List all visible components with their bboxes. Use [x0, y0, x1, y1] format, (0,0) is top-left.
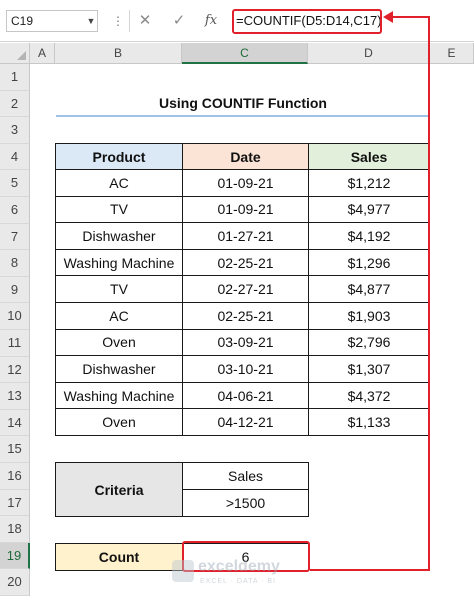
enter-icon[interactable]: ✓ — [172, 12, 186, 29]
cell-product[interactable]: Dishwasher — [55, 222, 183, 250]
cell-date[interactable]: 04-12-21 — [182, 408, 309, 436]
cell-product[interactable]: AC — [55, 169, 183, 197]
criteria-value[interactable]: >1500 — [182, 489, 309, 517]
name-box[interactable]: C19 — [6, 10, 98, 32]
cell-date[interactable]: 03-09-21 — [182, 328, 309, 357]
count-label[interactable]: Count — [55, 543, 183, 571]
cell-product[interactable]: TV — [55, 275, 183, 303]
row-header-19[interactable]: 19 — [0, 542, 30, 570]
row-header-11[interactable]: 11 — [0, 330, 30, 357]
cell-date[interactable]: 04-06-21 — [182, 381, 309, 410]
exceldemy-logo-icon — [172, 560, 194, 582]
cell-product[interactable]: AC — [55, 302, 183, 330]
cancel-icon[interactable]: ✕ — [138, 12, 152, 29]
row-header-10[interactable]: 10 — [0, 303, 30, 330]
more-options-icon[interactable]: ⋮ — [112, 14, 124, 28]
cell-product[interactable]: TV — [55, 195, 183, 224]
cell-date[interactable]: 02-27-21 — [182, 275, 309, 303]
cell-sales[interactable]: $1,307 — [308, 355, 430, 383]
arrow-line-top — [392, 16, 430, 18]
cell-sales[interactable]: $1,212 — [308, 169, 430, 197]
row-header-8[interactable]: 8 — [0, 250, 30, 277]
cell-sales[interactable]: $4,977 — [308, 195, 430, 224]
sheet-title: Using COUNTIF Function — [159, 95, 327, 111]
header-product[interactable]: Product — [55, 143, 183, 170]
cell-sales[interactable]: $4,372 — [308, 381, 430, 410]
result-highlight-box — [182, 541, 310, 572]
row-header-17[interactable]: 17 — [0, 489, 30, 517]
cell-sales[interactable]: $1,296 — [308, 248, 430, 277]
cell-product[interactable]: Dishwasher — [55, 355, 183, 383]
cell-date[interactable]: 03-10-21 — [182, 355, 309, 383]
formula-bar-divider — [129, 10, 130, 32]
row-header-12[interactable]: 12 — [0, 356, 30, 384]
select-all-corner[interactable] — [0, 43, 30, 64]
cell-sales[interactable]: $1,903 — [308, 302, 430, 330]
criteria-label[interactable]: Criteria — [55, 462, 183, 517]
row-header-2[interactable]: 2 — [0, 90, 30, 118]
cell-date[interactable]: 01-27-21 — [182, 222, 309, 250]
cell-product[interactable]: Oven — [55, 408, 183, 436]
row-header-1[interactable]: 1 — [0, 64, 30, 91]
criteria-field[interactable]: Sales — [182, 462, 309, 490]
row-header-7[interactable]: 7 — [0, 223, 30, 251]
arrow-head-icon — [383, 11, 393, 23]
cell-product[interactable]: Washing Machine — [55, 248, 183, 277]
row-header-4[interactable]: 4 — [0, 143, 30, 171]
header-sales[interactable]: Sales — [308, 143, 430, 170]
column-header-e[interactable]: E — [430, 43, 474, 64]
row-header-3[interactable]: 3 — [0, 117, 30, 144]
cell-product[interactable]: Oven — [55, 328, 183, 357]
arrow-line-vertical — [428, 16, 430, 571]
row-header-6[interactable]: 6 — [0, 197, 30, 224]
title-underline — [56, 115, 430, 117]
row-header-20[interactable]: 20 — [0, 569, 30, 596]
cell-sales[interactable]: $2,796 — [308, 328, 430, 357]
column-header-c[interactable]: C — [182, 43, 308, 64]
cell-date[interactable]: 02-25-21 — [182, 302, 309, 330]
insert-function-icon[interactable]: fx — [204, 13, 218, 28]
column-header-b[interactable]: B — [55, 43, 182, 64]
row-header-5[interactable]: 5 — [0, 170, 30, 197]
watermark-name: exceldemy — [198, 558, 280, 575]
formula-input[interactable]: =COUNTIF(D5:D14,C17) — [236, 13, 382, 28]
watermark-tagline: EXCEL · DATA · BI — [200, 578, 276, 585]
cell-date[interactable]: 02-25-21 — [182, 248, 309, 277]
column-header-d[interactable]: D — [308, 43, 430, 64]
row-header-15[interactable]: 15 — [0, 436, 30, 463]
cell-date[interactable]: 01-09-21 — [182, 169, 309, 197]
row-header-14[interactable]: 14 — [0, 409, 30, 437]
row-header-9[interactable]: 9 — [0, 276, 30, 304]
cell-sales[interactable]: $1,133 — [308, 408, 430, 436]
row-header-13[interactable]: 13 — [0, 383, 30, 410]
cell-product[interactable]: Washing Machine — [55, 381, 183, 410]
row-header-18[interactable]: 18 — [0, 516, 30, 543]
arrow-line-bottom — [310, 569, 430, 571]
cell-date[interactable]: 01-09-21 — [182, 195, 309, 224]
chevron-down-icon[interactable]: ▼ — [86, 16, 96, 26]
watermark-logo: exceldemy EXCEL · DATA · BI — [172, 558, 322, 594]
cell-sales[interactable]: $4,192 — [308, 222, 430, 250]
cell-sales[interactable]: $4,877 — [308, 275, 430, 303]
column-header-a[interactable]: A — [30, 43, 55, 64]
formula-highlight-box — [232, 9, 382, 34]
row-header-16[interactable]: 16 — [0, 463, 30, 490]
header-date[interactable]: Date — [182, 143, 309, 170]
